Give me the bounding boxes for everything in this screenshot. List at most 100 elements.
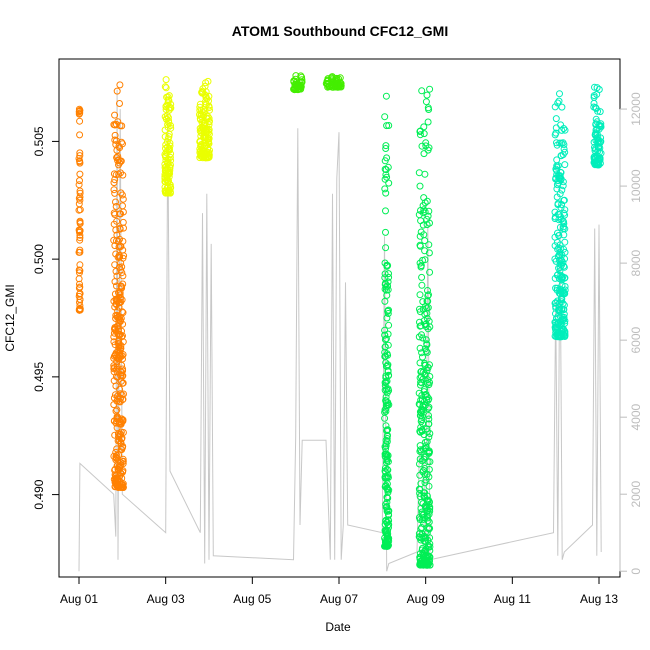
data-point <box>593 161 601 169</box>
data-point <box>111 111 119 119</box>
data-point <box>420 150 428 158</box>
data-point <box>116 144 124 152</box>
data-point <box>417 217 425 225</box>
data-point <box>561 126 569 134</box>
data-point <box>595 125 603 133</box>
data-point <box>421 386 428 394</box>
data-point <box>555 232 563 239</box>
data-point <box>384 401 392 409</box>
data-point <box>110 209 118 217</box>
data-point <box>596 148 603 156</box>
data-point <box>425 291 432 299</box>
data-point <box>75 306 83 314</box>
data-point <box>111 176 119 184</box>
data-point <box>420 123 428 131</box>
data-point <box>556 190 564 198</box>
data-point <box>116 224 124 232</box>
data-point <box>166 189 174 197</box>
data-point <box>110 401 118 409</box>
data-point <box>112 448 120 456</box>
data-point <box>381 270 389 278</box>
data-point <box>557 152 565 160</box>
data-point <box>590 155 598 163</box>
data-point <box>76 261 84 269</box>
x-tick-label: Aug 11 <box>494 592 531 606</box>
data-point <box>205 125 213 133</box>
data-point <box>421 489 429 497</box>
data-point <box>112 203 120 210</box>
data-point <box>552 124 560 132</box>
data-point <box>418 524 426 531</box>
data-point <box>110 186 118 194</box>
y-axis: 0.490 0.495 0.500 0.505 <box>32 126 60 510</box>
x-tick-label: Aug 09 <box>407 592 445 606</box>
data-point <box>119 332 126 340</box>
data-point <box>423 197 431 205</box>
data-point <box>76 189 84 197</box>
data-point <box>421 359 429 367</box>
data-point <box>162 84 170 92</box>
data-point <box>382 397 390 405</box>
data-point <box>561 283 569 290</box>
data-point <box>164 121 172 128</box>
data-point <box>418 392 426 399</box>
data-point <box>197 106 205 114</box>
data-point <box>117 445 125 453</box>
data-point <box>196 149 204 157</box>
data-point <box>421 465 429 472</box>
data-point <box>416 471 424 479</box>
data-point <box>110 362 118 370</box>
data-point <box>76 296 84 304</box>
data-point <box>114 314 122 322</box>
data-point <box>382 436 390 444</box>
data-point <box>425 518 433 526</box>
data-point <box>112 407 120 415</box>
data-point <box>382 335 390 343</box>
data-point <box>382 189 390 197</box>
data-point <box>416 401 424 409</box>
data-point <box>205 118 213 126</box>
data-point <box>555 275 563 283</box>
data-point <box>118 283 126 290</box>
x-tick-label: Aug 03 <box>147 592 185 606</box>
data-point <box>558 126 566 134</box>
data-point <box>419 202 427 210</box>
data-point <box>553 167 561 175</box>
data-point <box>416 232 424 240</box>
data-point <box>590 99 598 107</box>
data-point <box>381 113 389 121</box>
data-point <box>385 486 393 494</box>
data-point <box>560 125 568 132</box>
data-point <box>298 76 306 84</box>
data-point <box>416 460 423 468</box>
data-point <box>382 228 389 236</box>
data-point <box>381 414 389 422</box>
y2-tick-label: 12000 <box>629 92 643 126</box>
data-point <box>76 220 84 227</box>
y2-tick-label: 2000 <box>629 481 643 508</box>
data-point <box>426 268 434 276</box>
data-point <box>419 445 427 453</box>
data-point <box>421 208 429 216</box>
data-point <box>419 334 427 342</box>
data-point <box>597 122 605 130</box>
data-point <box>560 231 568 239</box>
data-point <box>76 117 84 125</box>
data-point <box>385 179 393 187</box>
data-point <box>204 134 212 142</box>
data-point <box>556 90 563 98</box>
data-point <box>115 337 123 345</box>
data-point <box>419 402 427 410</box>
data-point <box>111 466 119 474</box>
data-point <box>421 532 428 540</box>
data-point <box>381 185 389 193</box>
data-point <box>424 517 432 525</box>
data-point <box>421 310 429 318</box>
data-point <box>116 472 124 480</box>
y2-axis: 0 2000 4000 6000 8000 10000 12000 <box>619 92 643 575</box>
data-point <box>384 282 392 290</box>
data-point <box>167 184 175 192</box>
y-tick-label: 0.505 <box>32 126 46 156</box>
data-point <box>76 305 84 313</box>
data-point <box>76 177 83 185</box>
